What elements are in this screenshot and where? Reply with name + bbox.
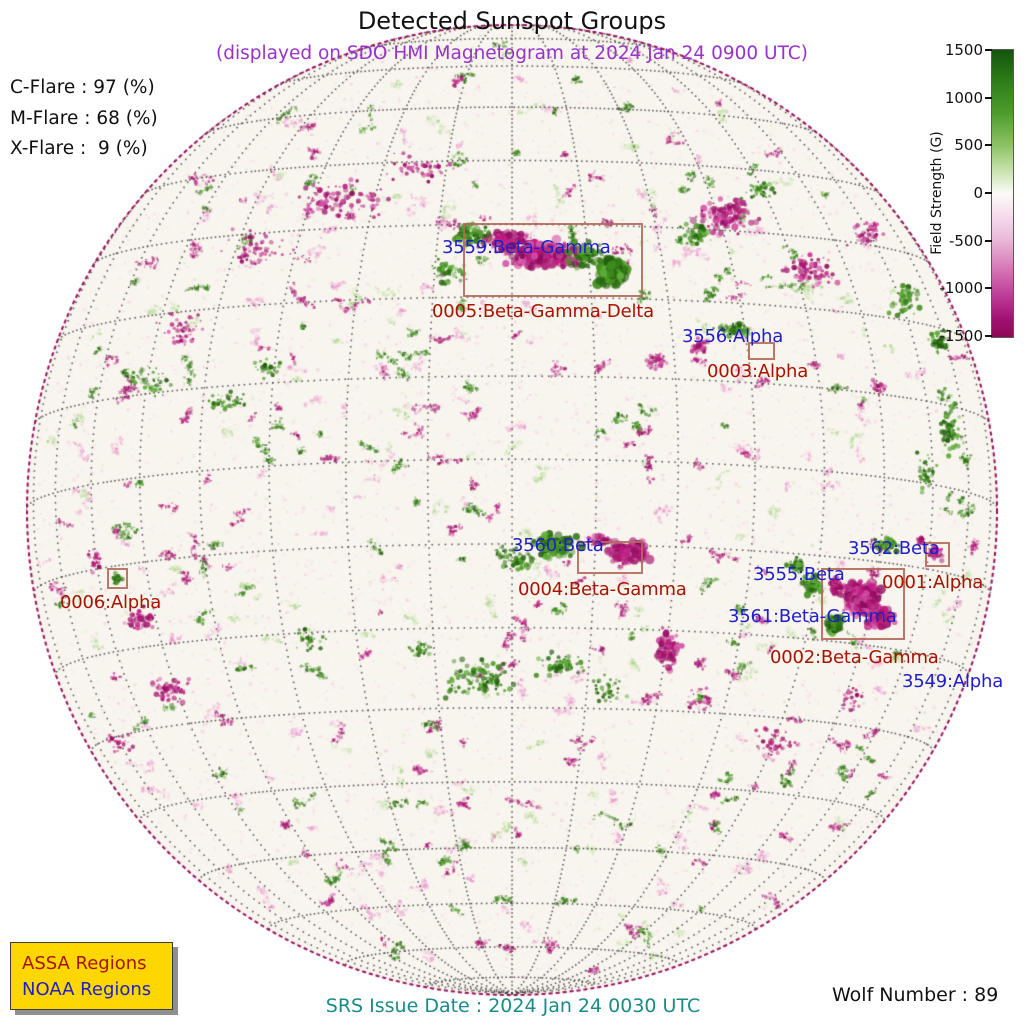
colorbar-tick-mark [985, 287, 992, 290]
page-title: Detected Sunspot Groups [357, 7, 667, 35]
colorbar-tick-mark [985, 144, 992, 147]
colorbar-tick-label: 500 [954, 136, 983, 155]
colorbar-tick-label: 1000 [944, 88, 983, 107]
flare-probability-line-0: C-Flare : 97 (%) [10, 77, 155, 98]
colorbar-tick-mark [985, 239, 992, 242]
colorbar-tick-label: -500 [948, 231, 983, 250]
region-label-3549: 3549:Alpha [902, 671, 1004, 692]
region-label-0001: 0001:Alpha [882, 572, 984, 593]
region-label-3560: 3560:Beta [512, 535, 604, 556]
chart-subtitle: (displayed on SDO HMI Magnetogram at 202… [216, 43, 808, 64]
colorbar-axis-label: Field Strength (G) [929, 131, 945, 255]
colorbar-tick-label: 0 [973, 184, 983, 202]
region-label-3559: 3559:Beta-Gamma [442, 237, 611, 258]
colorbar-tick-label: -1000 [939, 279, 983, 298]
sunspot-region-box [925, 542, 950, 567]
sunspot-region-box [463, 223, 643, 297]
colorbar-tick-mark [985, 96, 992, 99]
legend-item: NOAA Regions [22, 978, 152, 1000]
colorbar-tick-mark [985, 335, 992, 337]
wolf-number: Wolf Number : 89 [832, 984, 999, 1006]
region-legend: ASSA Regions NOAA Regions [10, 942, 173, 1010]
colorbar-gradient [991, 49, 1014, 338]
colorbar-tick-label: 1500 [944, 41, 983, 59]
region-label-3562: 3562:Beta [848, 538, 940, 559]
sunspot-region-box [748, 342, 775, 360]
sunspot-region-box [577, 541, 643, 574]
flare-probability-line-2: X-Flare : 9 (%) [10, 138, 148, 159]
colorbar-tick-mark [985, 49, 992, 51]
sunspot-region-box [821, 568, 905, 640]
region-label-0005: 0005:Beta-Gamma-Delta [432, 301, 654, 322]
region-label-3561: 3561:Beta-Gamma [728, 606, 897, 627]
region-label-0003: 0003:Alpha [707, 361, 809, 382]
region-label-3555: 3555:Beta [753, 564, 845, 585]
region-label-3556: 3556:Alpha [682, 326, 784, 347]
colorbar-tick-label: -1500 [939, 327, 983, 345]
region-label-0004: 0004:Beta-Gamma [518, 579, 687, 600]
legend-item: ASSA Regions [22, 952, 147, 974]
region-label-0002: 0002:Beta-Gamma [770, 647, 939, 668]
colorbar-tick-mark [985, 192, 992, 194]
region-label-0006: 0006:Alpha [60, 592, 162, 613]
flare-probability-panel: C-Flare : 97 (%) M-Flare : 68 (%) X-Flare … [10, 73, 158, 165]
flare-probability-line-1: M-Flare : 68 (%) [10, 107, 158, 129]
sunspot-region-box [107, 568, 128, 589]
srs-issue-date: SRS Issue Date : 2024 Jan 24 0030 UTC [325, 995, 701, 1017]
